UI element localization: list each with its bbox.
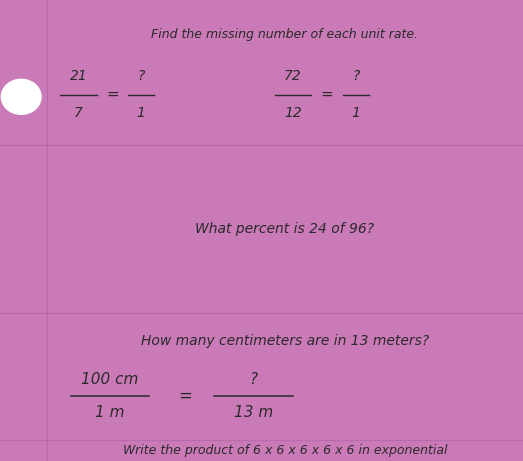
Text: 12: 12	[284, 106, 302, 120]
Text: Find the missing number of each unit rate.: Find the missing number of each unit rat…	[152, 28, 418, 41]
Text: =: =	[106, 87, 119, 102]
Text: 1: 1	[351, 106, 360, 120]
Text: 7: 7	[74, 106, 83, 120]
Text: ?: ?	[138, 69, 145, 83]
Text: 21: 21	[70, 69, 87, 83]
Text: 1: 1	[137, 106, 145, 120]
Text: ?: ?	[249, 372, 258, 387]
Text: What percent is 24 of 96?: What percent is 24 of 96?	[196, 222, 374, 236]
Text: =: =	[321, 87, 333, 102]
Text: How many centimeters are in 13 meters?: How many centimeters are in 13 meters?	[141, 334, 429, 349]
Circle shape	[2, 79, 41, 114]
Text: 1 m: 1 m	[95, 405, 124, 420]
Text: ?: ?	[352, 69, 359, 83]
Text: 13 m: 13 m	[234, 405, 274, 420]
Text: 100 cm: 100 cm	[81, 372, 139, 387]
Text: =: =	[179, 387, 192, 405]
Text: 72: 72	[284, 69, 302, 83]
Text: Write the product of 6 x 6 x 6 x 6 x 6 in exponential: Write the product of 6 x 6 x 6 x 6 x 6 i…	[123, 444, 447, 457]
